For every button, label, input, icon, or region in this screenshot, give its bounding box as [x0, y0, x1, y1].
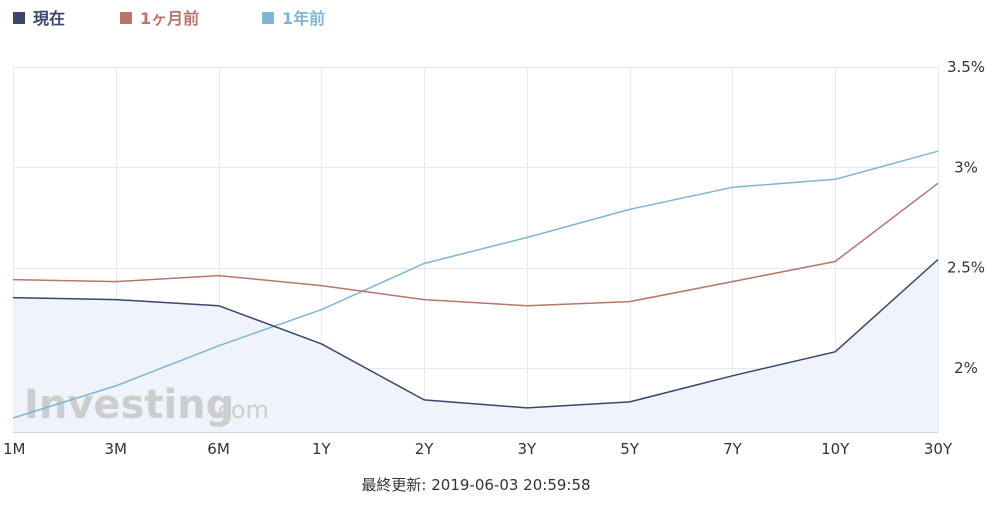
legend-swatch: [13, 12, 25, 24]
series-area-現在: [13, 259, 938, 432]
legend-label: 1年前: [282, 9, 325, 28]
x-tick-label: 6M: [207, 440, 230, 458]
watermark-main: Investing: [24, 382, 234, 428]
series-line-1ヶ月前: [12, 182, 939, 307]
investing-watermark: Investing .com: [24, 382, 269, 428]
series-lines: [12, 150, 939, 419]
x-tick-label: 10Y: [821, 440, 850, 458]
legend-swatch: [262, 12, 274, 24]
x-tick-label: 5Y: [620, 440, 640, 458]
legend: 現在 1ヶ月前 1年前: [13, 9, 325, 28]
y-tick-label: 2.5%: [947, 259, 985, 277]
watermark-sub: .com: [210, 396, 269, 424]
x-tick-label: 30Y: [924, 440, 953, 458]
legend-label: 1ヶ月前: [140, 9, 199, 28]
x-tick-label: 1M: [3, 440, 26, 458]
x-tick-label: 7Y: [723, 440, 743, 458]
y-tick-label: 2%: [954, 359, 978, 377]
legend-item: 1ヶ月前: [120, 9, 199, 28]
area-fill: [13, 259, 938, 432]
legend-swatch: [120, 12, 132, 24]
legend-item: 現在: [13, 9, 65, 28]
x-tick-label: 3Y: [518, 440, 538, 458]
x-tick-label: 3M: [105, 440, 128, 458]
x-tick-label: 2Y: [415, 440, 435, 458]
series-line-1年前: [12, 150, 939, 419]
last-updated-text: 最終更新: 2019-06-03 20:59:58: [361, 476, 590, 494]
legend-label: 現在: [33, 9, 65, 28]
series-line-現在: [12, 258, 939, 409]
axis-labels: 1M 3M 6M 1Y 2Y 3Y 5Y 7Y 10Y 30Y 2% 2.5% 3% 3.5%: [3, 58, 985, 458]
x-tick-label: 1Y: [312, 440, 332, 458]
y-tick-label: 3%: [954, 158, 978, 176]
legend-item: 1年前: [262, 9, 325, 28]
y-tick-label: 3.5%: [947, 58, 985, 76]
